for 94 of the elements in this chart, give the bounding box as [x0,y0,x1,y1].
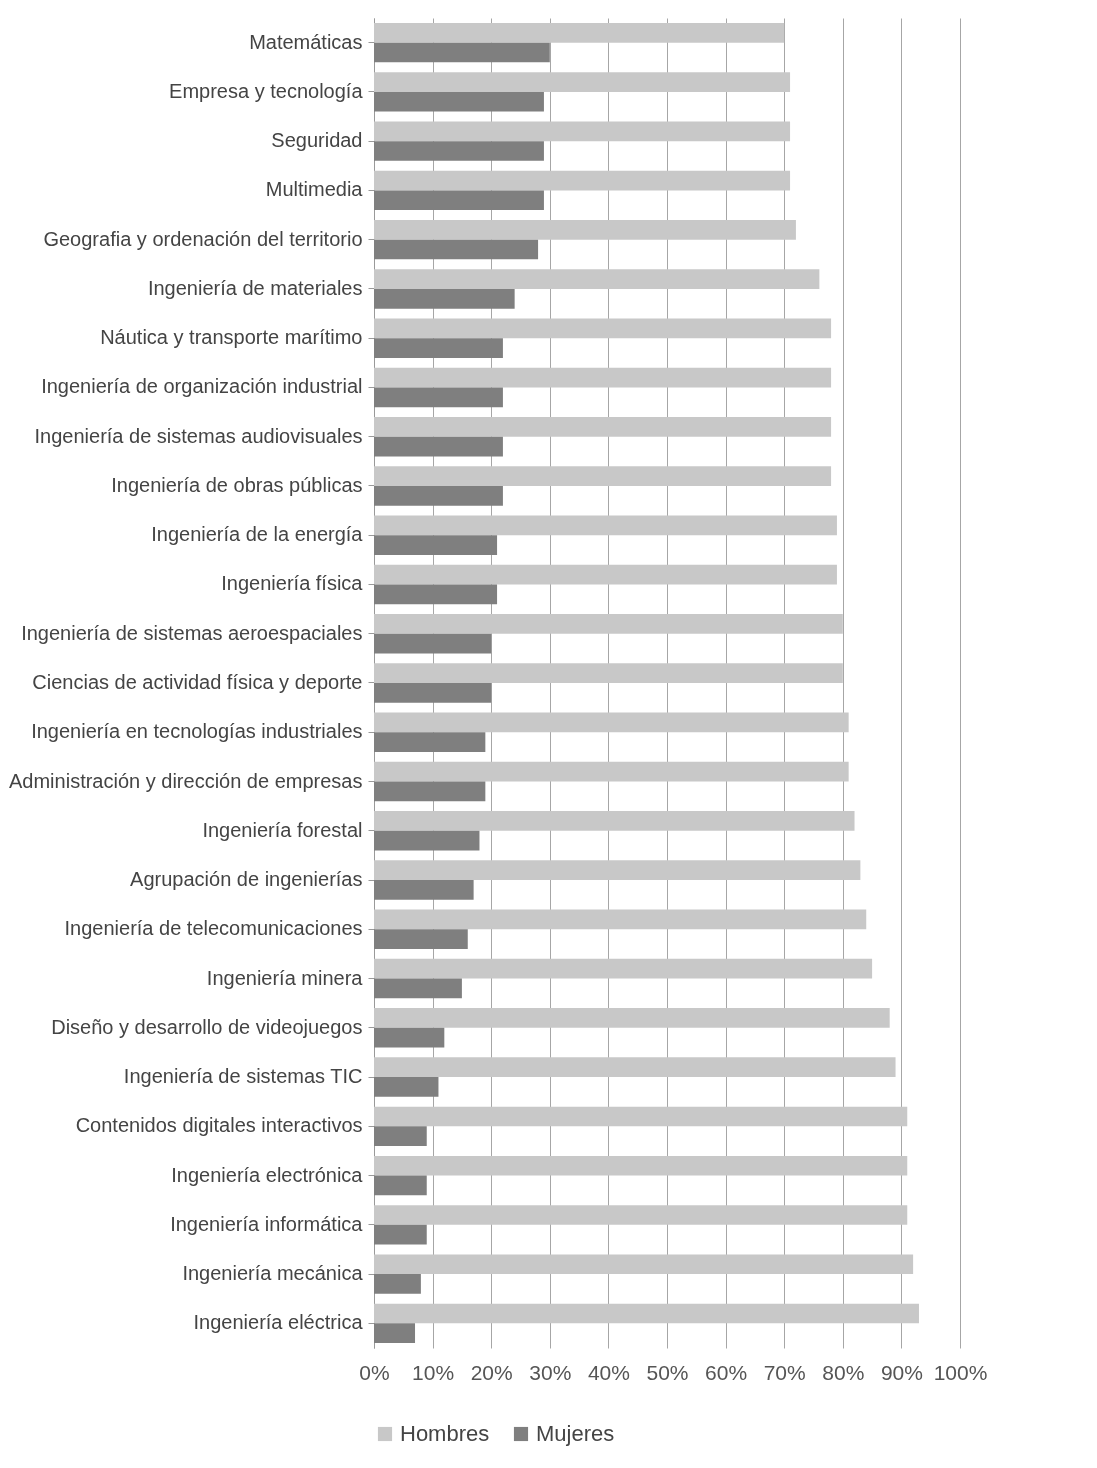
bar [374,1106,908,1127]
bar [374,1224,427,1245]
y-tick-label: Ingeniería eléctrica [193,1311,364,1334]
x-tick-label: 40% [587,1360,630,1384]
bar [374,367,832,388]
bar [374,141,544,161]
y-tick-label: Ingeniería de sistemas audiovisuales [34,424,363,447]
x-tick-label: 0% [359,1360,390,1384]
bar [374,91,544,112]
bar [374,269,820,289]
bar [374,909,867,930]
bar [374,338,503,358]
y-tick-label: Ingeniería de organización industrial [41,375,363,398]
y-tick-label: Empresa y tecnología [169,79,364,102]
x-tick-label: 90% [880,1360,923,1384]
y-tick-label: Ingeniería electrónica [171,1163,364,1186]
y-tick-label: Ciencias de actividad física y deporte [32,671,363,693]
y-tick-label: Diseño y desarrollo de videojuegos [51,1015,363,1038]
bar [374,485,503,506]
bar [374,417,832,437]
bar [374,239,539,260]
bar [374,1274,421,1294]
bar [374,535,498,555]
bar [374,811,855,831]
bar [374,712,849,733]
bar [374,466,832,486]
bar [374,663,843,683]
y-tick-label: Ingeniería de la energía [151,523,364,546]
y-tick-label: Ingeniería informática [170,1212,364,1235]
bar [374,978,462,999]
bar [374,190,544,211]
bar [374,387,503,408]
x-tick-label: 100% [933,1360,988,1384]
bar [374,288,515,309]
bar [374,860,861,881]
y-tick-label: Ingeniería de materiales [147,276,363,299]
x-tick-label: 20% [470,1360,513,1384]
bar [374,318,832,339]
bar [374,1155,908,1176]
y-tick-label: Administración y dirección de empresas [9,769,363,792]
bar [374,1126,427,1147]
bar [374,1057,896,1078]
legend-label: Hombres [400,1421,490,1446]
bar [374,1008,890,1028]
y-tick-label: Seguridad [271,129,363,152]
bar [374,42,550,63]
bar [374,1175,427,1196]
bar [374,564,837,585]
legend-label: Mujeres [536,1421,615,1446]
y-tick-label: Matemáticas [249,30,363,53]
y-tick-label: Ingeniería forestal [202,818,363,841]
bar [374,761,849,782]
y-tick-label: Geografia y ordenación del territorio [43,227,363,250]
x-tick-label: 50% [646,1360,689,1384]
y-tick-label: Ingeniería mecánica [182,1262,364,1285]
bar [374,1077,439,1097]
y-tick-label: Multimedia [265,178,364,201]
x-tick-label: 30% [529,1360,572,1384]
bar [374,170,791,191]
y-tick-label: Ingeniería de telecomunicaciones [64,917,363,940]
x-tick-label: 80% [822,1360,865,1384]
bar [374,1205,908,1225]
bar [374,880,474,900]
x-tick-label: 10% [412,1360,455,1384]
bar [374,515,837,536]
bar [374,633,492,654]
y-tick-label: Ingeniería de sistemas TIC [123,1065,363,1088]
bar [374,22,785,43]
bar [374,781,486,802]
y-tick-label: Contenidos digitales interactivos [75,1114,363,1137]
bar [374,219,796,240]
bar [374,830,480,851]
x-tick-label: 60% [705,1360,748,1384]
bar [374,614,843,634]
bar [374,1027,445,1048]
bar [374,732,486,752]
bar [374,1254,914,1275]
bar [374,1323,416,1344]
bar [374,929,468,949]
y-tick-label: Ingeniería física [221,572,364,595]
bar [374,683,492,703]
y-tick-label: Agrupación de ingenierías [130,868,363,891]
bar [374,584,498,605]
y-tick-label: Ingeniería de sistemas aeroespaciales [21,621,363,644]
bar [374,436,503,457]
bar [374,1303,919,1324]
y-tick-label: Ingeniería de obras públicas [111,473,363,496]
y-tick-label: Ingeniería minera [206,966,364,989]
y-tick-label: Náutica y transporte marítimo [100,326,363,349]
bar [374,121,791,142]
bar [374,958,873,979]
x-tick-label: 70% [763,1360,806,1384]
y-tick-label: Ingeniería en tecnologías industriales [31,720,363,743]
bar [374,72,791,92]
